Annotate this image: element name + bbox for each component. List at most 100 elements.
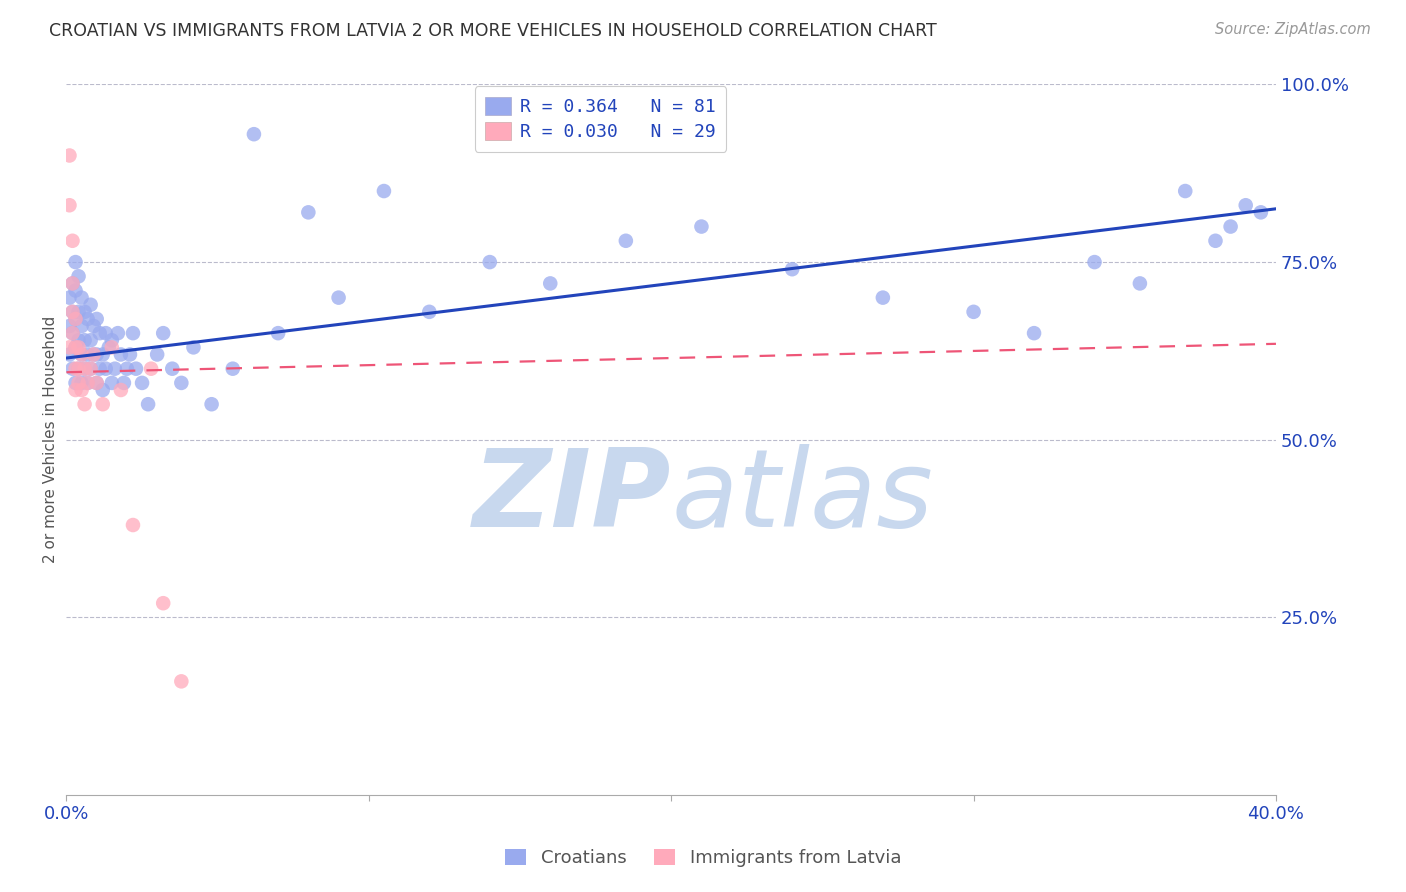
- Point: [62, 234, 84, 248]
- Point: [73, 305, 96, 319]
- Point: [79, 361, 101, 376]
- Point: [962, 305, 984, 319]
- Point: [152, 326, 174, 340]
- Point: [125, 361, 148, 376]
- Point: [86, 376, 108, 390]
- Point: [1204, 234, 1226, 248]
- Point: [94, 361, 117, 376]
- Point: [67, 340, 90, 354]
- Point: [373, 184, 395, 198]
- Point: [70, 383, 93, 397]
- Point: [79, 361, 101, 376]
- Point: [139, 361, 162, 376]
- Point: [690, 219, 713, 234]
- Point: [67, 376, 90, 390]
- Point: [65, 284, 87, 298]
- Point: [70, 376, 93, 390]
- Point: [1174, 184, 1197, 198]
- Point: [101, 376, 124, 390]
- Point: [79, 333, 101, 347]
- Point: [58, 340, 80, 354]
- Point: [65, 312, 87, 326]
- Point: [65, 376, 87, 390]
- Point: [65, 340, 87, 354]
- Point: [58, 347, 80, 361]
- Point: [65, 383, 87, 397]
- Point: [62, 305, 84, 319]
- Point: [83, 319, 105, 334]
- Point: [58, 198, 80, 212]
- Point: [1022, 326, 1045, 340]
- Point: [115, 361, 138, 376]
- Point: [65, 340, 87, 354]
- Point: [65, 255, 87, 269]
- Point: [62, 277, 84, 291]
- Point: [267, 326, 290, 340]
- Point: [62, 305, 84, 319]
- Legend: Croatians, Immigrants from Latvia: Croatians, Immigrants from Latvia: [498, 841, 908, 874]
- Point: [101, 333, 124, 347]
- Point: [58, 291, 80, 305]
- Point: [97, 340, 120, 354]
- Point: [1129, 277, 1152, 291]
- Text: ZIP: ZIP: [472, 443, 671, 549]
- Point: [136, 397, 159, 411]
- Point: [1250, 205, 1272, 219]
- Point: [328, 291, 350, 305]
- Point: [91, 397, 114, 411]
- Y-axis label: 2 or more Vehicles in Household: 2 or more Vehicles in Household: [44, 316, 58, 564]
- Point: [70, 291, 93, 305]
- Text: CROATIAN VS IMMIGRANTS FROM LATVIA 2 OR MORE VEHICLES IN HOUSEHOLD CORRELATION C: CROATIAN VS IMMIGRANTS FROM LATVIA 2 OR …: [49, 22, 936, 40]
- Point: [83, 347, 105, 361]
- Point: [170, 674, 193, 689]
- Point: [107, 326, 129, 340]
- Point: [67, 269, 90, 284]
- Point: [118, 347, 141, 361]
- Point: [110, 383, 132, 397]
- Point: [70, 319, 93, 334]
- Point: [65, 361, 87, 376]
- Point: [131, 376, 153, 390]
- Point: [112, 376, 135, 390]
- Point: [780, 262, 803, 277]
- Point: [67, 361, 90, 376]
- Point: [70, 347, 93, 361]
- Point: [62, 326, 84, 340]
- Text: Source: ZipAtlas.com: Source: ZipAtlas.com: [1215, 22, 1371, 37]
- Point: [1219, 219, 1241, 234]
- Point: [418, 305, 440, 319]
- Point: [62, 277, 84, 291]
- Point: [58, 319, 80, 334]
- Point: [89, 361, 111, 376]
- Point: [478, 255, 501, 269]
- Point: [73, 361, 96, 376]
- Point: [65, 312, 87, 326]
- Point: [538, 277, 561, 291]
- Point: [86, 312, 108, 326]
- Point: [67, 305, 90, 319]
- Point: [73, 361, 96, 376]
- Point: [243, 127, 266, 141]
- Legend: R = 0.364   N = 81, R = 0.030   N = 29: R = 0.364 N = 81, R = 0.030 N = 29: [475, 87, 727, 152]
- Point: [1234, 198, 1257, 212]
- Point: [200, 397, 222, 411]
- Point: [67, 333, 90, 347]
- Point: [76, 376, 98, 390]
- Text: atlas: atlas: [671, 444, 934, 549]
- Point: [86, 347, 108, 361]
- Point: [58, 148, 80, 162]
- Point: [110, 347, 132, 361]
- Point: [86, 376, 108, 390]
- Point: [73, 333, 96, 347]
- Point: [94, 326, 117, 340]
- Point: [872, 291, 894, 305]
- Point: [70, 347, 93, 361]
- Point: [297, 205, 319, 219]
- Point: [79, 298, 101, 312]
- Point: [91, 347, 114, 361]
- Point: [62, 326, 84, 340]
- Point: [83, 347, 105, 361]
- Point: [76, 312, 98, 326]
- Point: [89, 326, 111, 340]
- Point: [122, 518, 145, 533]
